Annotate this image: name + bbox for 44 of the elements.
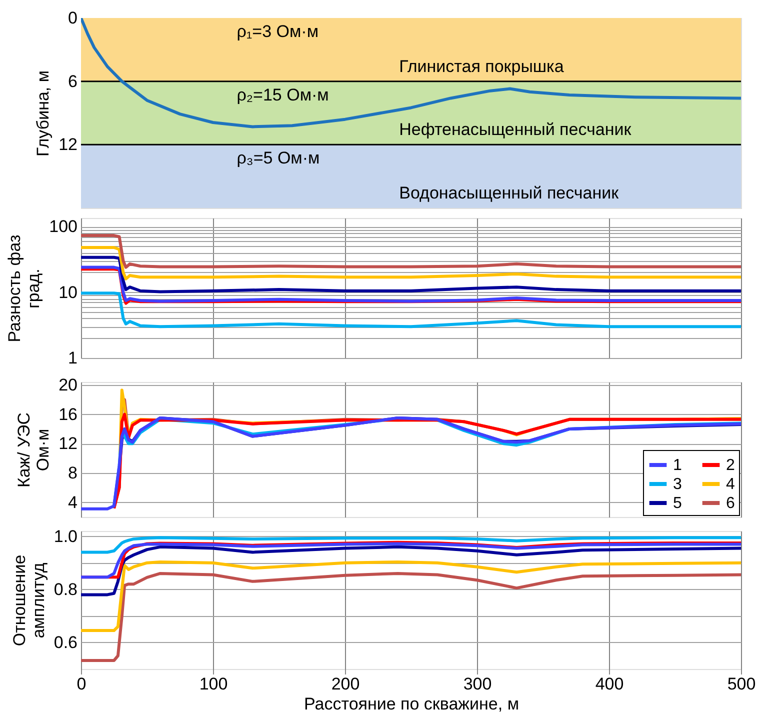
y-tick-label: 10 xyxy=(58,282,78,302)
annotation: ρ₃=5 Ом·м xyxy=(236,148,320,168)
annotation: Глинистая покрышка xyxy=(399,56,564,76)
annotation: Водонасыщенный песчаник xyxy=(399,183,620,202)
line-series xyxy=(81,256,741,294)
legend-label: 4 xyxy=(726,476,735,493)
y-tick-label: 16 xyxy=(58,404,78,424)
line-series xyxy=(81,572,741,662)
y-tick-label: 1 xyxy=(68,348,78,368)
y-axis-title: Отношение амплитуд xyxy=(10,554,48,646)
y-tick-label: 20 xyxy=(58,375,78,394)
x-tick-label: 500 xyxy=(727,674,756,694)
x-axis-title: Расстояние по скважине, м xyxy=(304,694,520,714)
line-series xyxy=(81,234,741,269)
legend-label: 1 xyxy=(673,457,682,474)
y-axis-title: Каж/ УЭС Ом·м xyxy=(14,412,53,488)
y-tick-label: 0 xyxy=(68,8,78,28)
line-series xyxy=(81,292,741,328)
y-tick-label: 100 xyxy=(49,217,78,236)
y-tick-label: 8 xyxy=(68,463,78,482)
annotation: ρ₁=3 Ом·м xyxy=(236,22,319,41)
y-tick-label: 12 xyxy=(58,434,78,454)
line-series xyxy=(81,545,741,596)
y-tick-label: 6 xyxy=(68,72,78,91)
line-series xyxy=(81,536,741,554)
y-tick-label: 0.6 xyxy=(54,632,78,652)
legend-label: 2 xyxy=(726,457,735,474)
legend-label: 6 xyxy=(726,495,735,512)
y-tick-label: 4 xyxy=(68,492,78,512)
line-series xyxy=(81,560,741,632)
y-axis-title: Разность фаз град. xyxy=(5,234,44,342)
annotation: Нефтенасыщенный песчаник xyxy=(399,120,632,140)
x-tick-label: 200 xyxy=(331,674,360,694)
line-series xyxy=(81,246,741,280)
y-axis-title: Глубина, м xyxy=(34,70,53,157)
legend-label: 5 xyxy=(673,495,682,512)
annotation: ρ₂=15 Ом·м xyxy=(236,85,329,104)
y-tick-label: 12 xyxy=(58,135,78,154)
x-tick-label: 400 xyxy=(595,674,624,694)
x-tick-label: 100 xyxy=(199,674,228,694)
y-tick-label: 1.0 xyxy=(54,526,78,546)
y-tick-label: 0.8 xyxy=(54,580,78,599)
legend-label: 3 xyxy=(673,476,682,493)
x-tick-label: 300 xyxy=(463,674,492,694)
